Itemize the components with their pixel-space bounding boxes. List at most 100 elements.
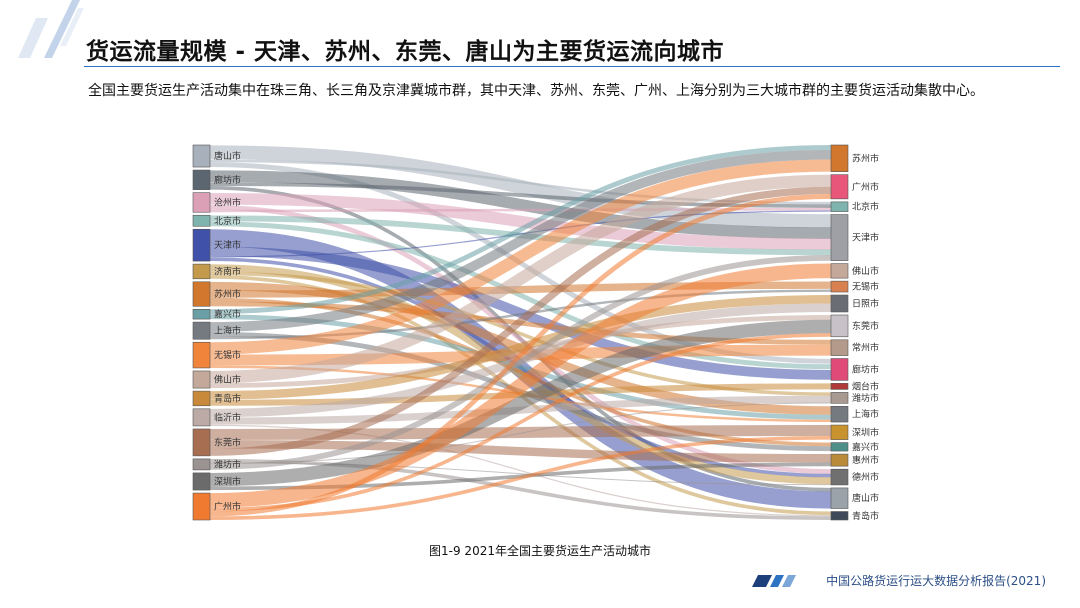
source-node-label: 深圳市 [214,475,241,487]
flow-link [209,159,832,205]
target-node [830,406,849,423]
target-node-label: 东莞市 [852,320,879,332]
flow-link [209,174,832,384]
title-divider [84,66,1060,67]
target-node-label: 常州市 [852,342,879,354]
flow-link [209,159,832,355]
flow-link [209,149,832,332]
source-node-label: 上海市 [214,325,241,337]
target-node [830,468,849,486]
target-node [830,214,849,261]
source-node [192,321,211,340]
source-node-label: 天津市 [214,239,241,251]
target-node [830,201,849,212]
target-node-label: 无锡市 [852,281,879,293]
page-title: 货运流量规模 - 天津、苏州、东莞、唐山为主要货运流向城市 [86,39,725,65]
target-node-label: 唐山市 [852,492,879,504]
source-node [192,458,211,471]
footer-source: 中国公路货运行运大数据分析报告(2021) [826,574,1046,588]
source-node [192,492,211,521]
target-node [830,392,849,404]
source-node [192,214,211,227]
source-node-label: 沧州市 [214,196,241,208]
target-node-label: 上海市 [852,408,879,420]
flow-link [209,439,832,463]
target-node-label: 惠州市 [852,454,879,466]
flow-link [209,462,832,486]
target-node [830,174,849,200]
flow-link [209,263,832,508]
target-node-label: 廊坊市 [852,363,879,375]
source-node-label: 佛山市 [214,374,241,386]
source-node [192,472,211,491]
flow-link [209,144,832,315]
flow-link [209,333,832,512]
target-node [830,339,849,356]
logo-stripes-icon [18,0,84,58]
flow-link [209,295,832,400]
flow-link [209,435,832,520]
source-node-label: 北京市 [214,215,241,227]
flow-link [209,145,832,229]
flow-link [209,254,832,470]
source-node [192,370,211,389]
source-node-label: 临沂市 [214,411,241,423]
source-node [192,192,211,213]
target-node-label: 潍坊市 [852,392,879,404]
target-node [830,280,849,293]
target-node [830,294,849,313]
figure-caption: 图1-9 2021年全国主要货运生产活动城市 [429,544,651,558]
source-node-label: 东莞市 [214,436,241,448]
source-node-label: 无锡市 [214,349,241,361]
source-node [192,390,211,407]
target-node [830,487,849,509]
target-node [830,442,849,452]
source-node [192,281,211,307]
source-node-label: 济南市 [214,265,241,277]
target-node [830,314,849,338]
flow-link [209,207,832,213]
flow-link [209,246,832,380]
target-node-label: 北京市 [852,201,879,213]
target-node-label: 烟台市 [852,380,879,392]
source-node-label: 嘉兴市 [214,308,241,320]
source-node [192,263,211,280]
flow-link [209,319,832,487]
footer-stripes-icon [752,575,796,587]
target-node-label: 德州市 [852,471,879,483]
source-node [192,408,211,427]
target-node [830,358,849,381]
flow-link [209,402,832,464]
source-node [192,144,211,168]
source-node [192,341,211,369]
target-node-label: 日照市 [852,298,879,310]
target-node [830,383,849,390]
target-node-label: 青岛市 [852,510,879,522]
source-node-label: 广州市 [214,501,241,513]
source-node-label: 潍坊市 [214,458,241,470]
target-node-label: 嘉兴市 [852,441,879,453]
target-node-label: 苏州市 [852,152,879,164]
source-node [192,308,211,320]
flow-link [209,170,832,239]
target-node-label: 深圳市 [852,426,879,438]
source-node [192,228,211,262]
target-node-label: 广州市 [852,181,879,193]
flow-link [209,221,832,370]
target-node-label: 天津市 [852,232,879,244]
source-node-label: 廊坊市 [214,174,241,186]
target-node [830,424,849,440]
target-node [830,453,849,467]
page-description: 全国主要货运生产活动集中在珠三角、长三角及京津冀城市群，其中天津、苏州、东莞、广… [88,83,984,99]
target-node [830,263,849,279]
target-node [830,511,849,521]
target-node [830,144,849,172]
source-node-label: 苏州市 [214,288,241,300]
flow-link [209,186,832,456]
source-node [192,428,211,457]
flow-link [209,194,832,517]
target-node-label: 佛山市 [852,265,879,277]
source-node-label: 青岛市 [214,392,241,404]
source-node-label: 唐山市 [214,150,241,162]
